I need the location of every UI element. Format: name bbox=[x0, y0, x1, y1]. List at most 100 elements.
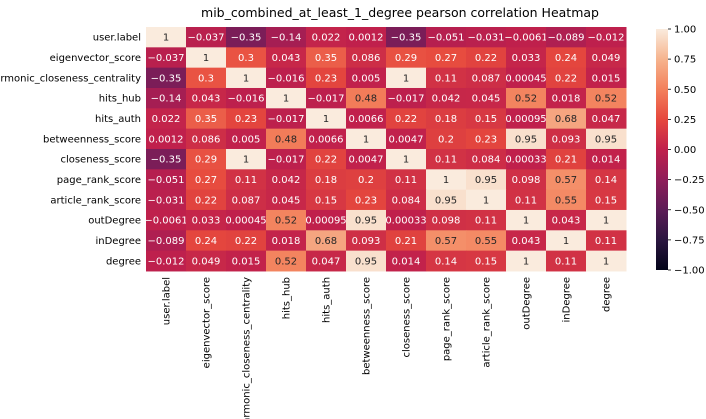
cell-value-label: 0.15 bbox=[475, 114, 497, 125]
heatmap-cell bbox=[226, 209, 267, 231]
cell-value-label: 0.95 bbox=[515, 134, 537, 145]
colorbar-ticks: 1.00 0.75 0.50 0.25 0.00 −0.25 −0.50 −0.75 −1.00 bbox=[668, 25, 705, 277]
heatmap-cell bbox=[266, 87, 307, 109]
cell-value-label: 0.018 bbox=[552, 94, 581, 105]
cell-value-label: 1 bbox=[403, 73, 409, 84]
heatmap-cell bbox=[386, 27, 427, 48]
cell-value-label: 0.57 bbox=[435, 236, 457, 247]
heatmap-cell bbox=[186, 230, 227, 252]
cell-value-label: 0.047 bbox=[592, 114, 621, 125]
heatmap-cell bbox=[466, 47, 507, 69]
heatmap-cell bbox=[226, 67, 267, 89]
cell-value-label: −0.037 bbox=[187, 33, 224, 44]
cell-value-label: 0.21 bbox=[555, 155, 577, 166]
heatmap-cell bbox=[306, 27, 347, 48]
heatmap-cell bbox=[546, 189, 587, 211]
cell-value-label: 0.48 bbox=[275, 134, 297, 145]
heatmap-cell bbox=[426, 189, 467, 211]
heatmap-cell bbox=[586, 169, 627, 191]
cell-value-label: 0.086 bbox=[352, 53, 381, 64]
cell-value-label: 0.22 bbox=[475, 53, 497, 64]
cell-value-label: 0.086 bbox=[192, 134, 221, 145]
cell-value-label: 0.52 bbox=[275, 216, 297, 227]
cell-value-label: 1 bbox=[603, 256, 609, 267]
heatmap-cell bbox=[266, 108, 307, 130]
heatmap-cell bbox=[386, 87, 427, 109]
heatmap-cell bbox=[146, 47, 187, 69]
y-tick-label: eigenvector_score bbox=[50, 53, 141, 64]
heatmap-cell bbox=[506, 230, 547, 252]
cell-value-label: −0.012 bbox=[587, 33, 624, 44]
cell-value-label: 0.15 bbox=[475, 256, 497, 267]
heatmap-cell bbox=[146, 250, 187, 272]
heatmap-cell bbox=[226, 230, 267, 252]
cell-value-label: 1 bbox=[283, 94, 289, 105]
heatmap-cell bbox=[546, 67, 587, 89]
cell-value-label: 0.11 bbox=[475, 216, 497, 227]
colorbar: 1.00 0.75 0.50 0.25 0.00 −0.25 −0.50 −0.75 −1.00 bbox=[656, 25, 705, 277]
heatmap-cell bbox=[586, 148, 627, 170]
heatmap-cell bbox=[146, 209, 187, 231]
heatmap-cell bbox=[586, 87, 627, 109]
cell-value-label: 0.23 bbox=[475, 134, 497, 145]
x-tick-label: eigenvector_score bbox=[202, 277, 213, 368]
y-tick-label: closeness_score bbox=[60, 155, 141, 166]
x-tick-label: inDegree bbox=[562, 277, 573, 323]
heatmap-cell bbox=[146, 87, 187, 109]
cell-value-label: 0.084 bbox=[392, 195, 421, 206]
heatmap-cell bbox=[266, 169, 307, 191]
heatmap-cell bbox=[386, 148, 427, 170]
cell-value-label: −0.35 bbox=[231, 33, 262, 44]
heatmap-cell bbox=[186, 47, 227, 69]
cell-value-label: −0.051 bbox=[147, 175, 184, 186]
heatmap-cell bbox=[466, 27, 507, 48]
y-tick-label: page_rank_score bbox=[57, 175, 141, 186]
colorbar-tick-label: 0.50 bbox=[674, 85, 696, 96]
heatmap-cell bbox=[506, 209, 547, 231]
cell-value-label: 0.0047 bbox=[349, 155, 384, 166]
cell-value-label: 1 bbox=[323, 114, 329, 125]
cell-value-label: 0.23 bbox=[355, 195, 377, 206]
heatmap-cell bbox=[266, 67, 307, 89]
x-tick-label: closeness_score bbox=[402, 277, 413, 358]
cell-value-label: 0.95 bbox=[355, 256, 377, 267]
cell-value-label: 0.018 bbox=[272, 236, 301, 247]
cell-value-label: 0.95 bbox=[595, 134, 617, 145]
cell-value-label: 0.043 bbox=[512, 236, 541, 247]
heatmap-cell bbox=[426, 209, 467, 231]
cell-value-label: 0.14 bbox=[595, 175, 617, 186]
x-tick-label: article_rank_score bbox=[482, 277, 493, 368]
heatmap-cell bbox=[466, 148, 507, 170]
cell-value-label: 1 bbox=[243, 155, 249, 166]
cell-value-label: 1 bbox=[243, 73, 249, 84]
heatmap-cell bbox=[186, 250, 227, 272]
heatmap-cell bbox=[386, 250, 427, 272]
heatmap-cell bbox=[226, 108, 267, 130]
heatmap-cell bbox=[306, 128, 347, 150]
cell-value-label: 0.15 bbox=[315, 195, 337, 206]
heatmap-cell bbox=[266, 189, 307, 211]
heatmap-cell bbox=[466, 189, 507, 211]
cell-value-label: 0.00033 bbox=[385, 216, 426, 227]
heatmap-cell bbox=[346, 128, 387, 150]
heatmap-cell bbox=[306, 250, 347, 272]
heatmap-cell bbox=[346, 108, 387, 130]
cell-value-label: 0.11 bbox=[435, 155, 457, 166]
cell-value-label: 0.14 bbox=[435, 256, 457, 267]
cell-value-label: 0.043 bbox=[552, 216, 581, 227]
cell-value-label: 0.23 bbox=[235, 114, 257, 125]
cell-value-label: −0.14 bbox=[151, 94, 182, 105]
heatmap-cell bbox=[346, 47, 387, 69]
colorbar-tick-label: 1.00 bbox=[674, 25, 696, 36]
cell-value-label: 0.093 bbox=[352, 236, 381, 247]
heatmap-cell bbox=[146, 230, 187, 252]
heatmap-cell bbox=[226, 47, 267, 69]
heatmap-cell bbox=[226, 189, 267, 211]
colorbar-tick-label: −0.25 bbox=[674, 175, 705, 186]
y-tick-label: inDegree bbox=[95, 236, 141, 247]
heatmap-cell bbox=[546, 108, 587, 130]
heatmap-cell bbox=[546, 169, 587, 191]
cell-value-label: 1 bbox=[603, 216, 609, 227]
heatmap-cell bbox=[466, 209, 507, 231]
heatmap-cell bbox=[386, 230, 427, 252]
